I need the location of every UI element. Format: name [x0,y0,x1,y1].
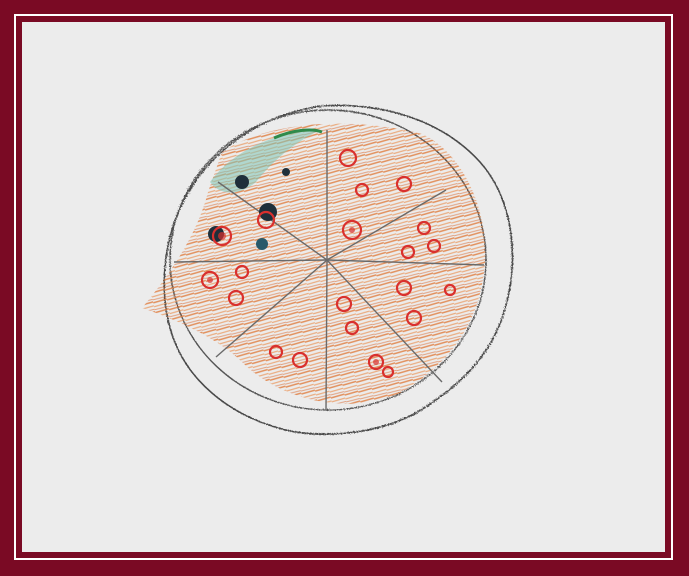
slice-lines [173,130,485,411]
basil-leaf [273,128,323,140]
pizza-inner-circle [169,109,487,411]
pepperoni-toppings [200,148,457,379]
pepperoni-fills [207,227,379,365]
pizza-drawing [142,104,514,435]
frame-inner-border [14,14,673,560]
sauce-fill [142,123,486,404]
drawing-paper [22,22,665,552]
